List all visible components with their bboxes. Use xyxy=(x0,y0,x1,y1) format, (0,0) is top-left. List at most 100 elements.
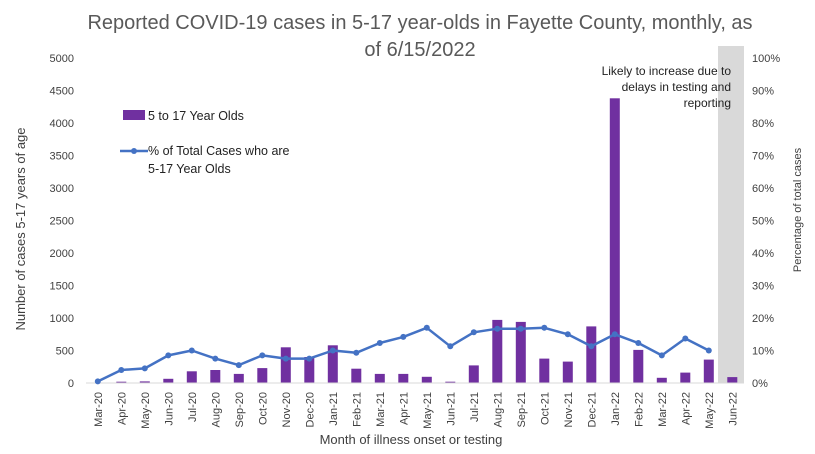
bar-Jan-22 xyxy=(609,98,620,384)
pending-note-line-1: Likely to increase due to xyxy=(602,64,732,78)
legend-bar-label: 5 to 17 Year Olds xyxy=(148,109,244,123)
line-point-Apr-20 xyxy=(118,367,125,373)
line-point-Sep-21 xyxy=(517,325,524,332)
x-tick-label: Sep-20 xyxy=(234,392,246,427)
line-point-Jul-20 xyxy=(188,347,195,354)
line-point-Nov-20 xyxy=(282,355,289,362)
line-point-Aug-21 xyxy=(494,325,501,332)
x-tick-label: Feb-21 xyxy=(351,392,363,427)
line-point-Oct-20 xyxy=(259,352,266,359)
bar-Mar-22 xyxy=(656,377,667,383)
bar-Jun-22 xyxy=(727,377,738,383)
x-tick-label: May-21 xyxy=(422,392,434,429)
pending-note-line-2: delays in testing and xyxy=(622,80,731,94)
line-point-Mar-20 xyxy=(94,378,101,385)
bar-Sep-21 xyxy=(515,321,526,383)
y-tick-label: 2000 xyxy=(50,248,74,260)
line-point-Mar-22 xyxy=(658,352,665,359)
y2-tick-label: 10% xyxy=(752,346,774,358)
x-tick-label: Jul-20 xyxy=(187,392,199,422)
x-tick-label: Aug-20 xyxy=(210,392,222,427)
x-tick-label: Sep-21 xyxy=(516,392,528,427)
x-tick-label: Jul-21 xyxy=(469,392,481,422)
x-tick-label: Mar-21 xyxy=(375,392,387,427)
bar-Jun-21 xyxy=(445,381,456,383)
x-tick-label: Oct-20 xyxy=(257,392,269,425)
bar-May-21 xyxy=(421,376,432,383)
y-tick-label: 500 xyxy=(56,346,74,358)
x-tick-label: Apr-22 xyxy=(680,392,692,425)
x-tick-label: Feb-22 xyxy=(633,392,645,427)
y-tick-label: 1500 xyxy=(50,281,74,293)
line-point-Jul-21 xyxy=(470,329,477,336)
x-tick-label: Jun-22 xyxy=(727,392,739,426)
y-tick-label: 4000 xyxy=(50,118,74,130)
bar-Nov-21 xyxy=(562,361,573,383)
line-point-Mar-21 xyxy=(376,340,383,346)
y2-tick-label: 80% xyxy=(752,118,774,130)
y-tick-label: 3000 xyxy=(50,183,74,195)
line-point-Aug-20 xyxy=(212,355,219,362)
chart-title-line-1: Reported COVID-19 cases in 5-17 year-old… xyxy=(87,12,752,34)
x-tick-label: Apr-20 xyxy=(116,392,128,425)
y2-axis-title: Percentage of total cases xyxy=(792,147,804,272)
y2-tick-label: 70% xyxy=(752,151,774,163)
y-tick-label: 4500 xyxy=(50,86,74,98)
bar-Dec-20 xyxy=(304,357,315,383)
bar-Feb-21 xyxy=(351,368,362,383)
legend-bar-swatch xyxy=(123,110,145,120)
legend-line-marker xyxy=(131,148,137,154)
bar-Sep-20 xyxy=(233,373,244,383)
y2-tick-label: 40% xyxy=(752,248,774,260)
line-point-Nov-21 xyxy=(564,331,571,338)
y2-tick-label: 60% xyxy=(752,183,774,195)
bar-Aug-21 xyxy=(492,319,503,383)
bar-Nov-20 xyxy=(280,347,291,384)
y2-tick-label: 30% xyxy=(752,281,774,293)
bar-Oct-21 xyxy=(539,358,550,383)
line-point-May-21 xyxy=(423,324,430,331)
x-tick-label: May-20 xyxy=(140,392,152,429)
bar-Jan-21 xyxy=(327,345,338,383)
y2-tick-label: 50% xyxy=(752,216,774,228)
bar-Oct-20 xyxy=(257,368,268,383)
bar-Dec-21 xyxy=(586,326,597,383)
x-tick-label: Apr-21 xyxy=(398,392,410,425)
y2-tick-label: 100% xyxy=(752,53,780,65)
line-point-Jan-21 xyxy=(329,347,336,354)
y-tick-label: 0 xyxy=(68,378,74,390)
x-tick-label: Jan-22 xyxy=(610,392,622,426)
line-point-May-22 xyxy=(705,347,712,354)
y2-tick-label: 90% xyxy=(752,86,774,98)
line-point-Dec-21 xyxy=(588,343,595,350)
x-tick-label: Mar-20 xyxy=(93,392,105,427)
y-tick-label: 3500 xyxy=(50,151,74,163)
x-axis-title: Month of illness onset or testing xyxy=(320,432,503,447)
x-tick-label: Mar-22 xyxy=(657,392,669,427)
bar-Apr-20 xyxy=(116,381,127,383)
y-tick-label: 2500 xyxy=(50,216,74,228)
x-tick-label: Dec-21 xyxy=(586,392,598,427)
x-tick-label: Nov-21 xyxy=(563,392,575,427)
chart-title-line-2: of 6/15/2022 xyxy=(364,39,475,61)
bar-Jul-21 xyxy=(468,365,479,383)
y-tick-label: 5000 xyxy=(50,53,74,65)
line-point-Apr-22 xyxy=(682,335,689,342)
line-point-Apr-21 xyxy=(400,333,407,340)
bar-Jul-20 xyxy=(186,371,197,383)
y2-tick-label: 20% xyxy=(752,313,774,325)
bar-May-20 xyxy=(139,381,150,383)
bar-Aug-20 xyxy=(210,370,221,383)
line-point-Feb-21 xyxy=(353,349,360,356)
line-point-Feb-22 xyxy=(635,340,642,346)
bar-Apr-22 xyxy=(680,372,691,383)
x-tick-label: May-22 xyxy=(704,392,716,429)
x-tick-label: Jan-21 xyxy=(328,392,340,426)
bar-Mar-21 xyxy=(374,373,385,383)
line-point-Jan-22 xyxy=(611,331,618,338)
line-point-May-20 xyxy=(141,365,148,372)
y2-tick-label: 0% xyxy=(752,378,768,390)
line-point-Oct-21 xyxy=(541,324,548,331)
